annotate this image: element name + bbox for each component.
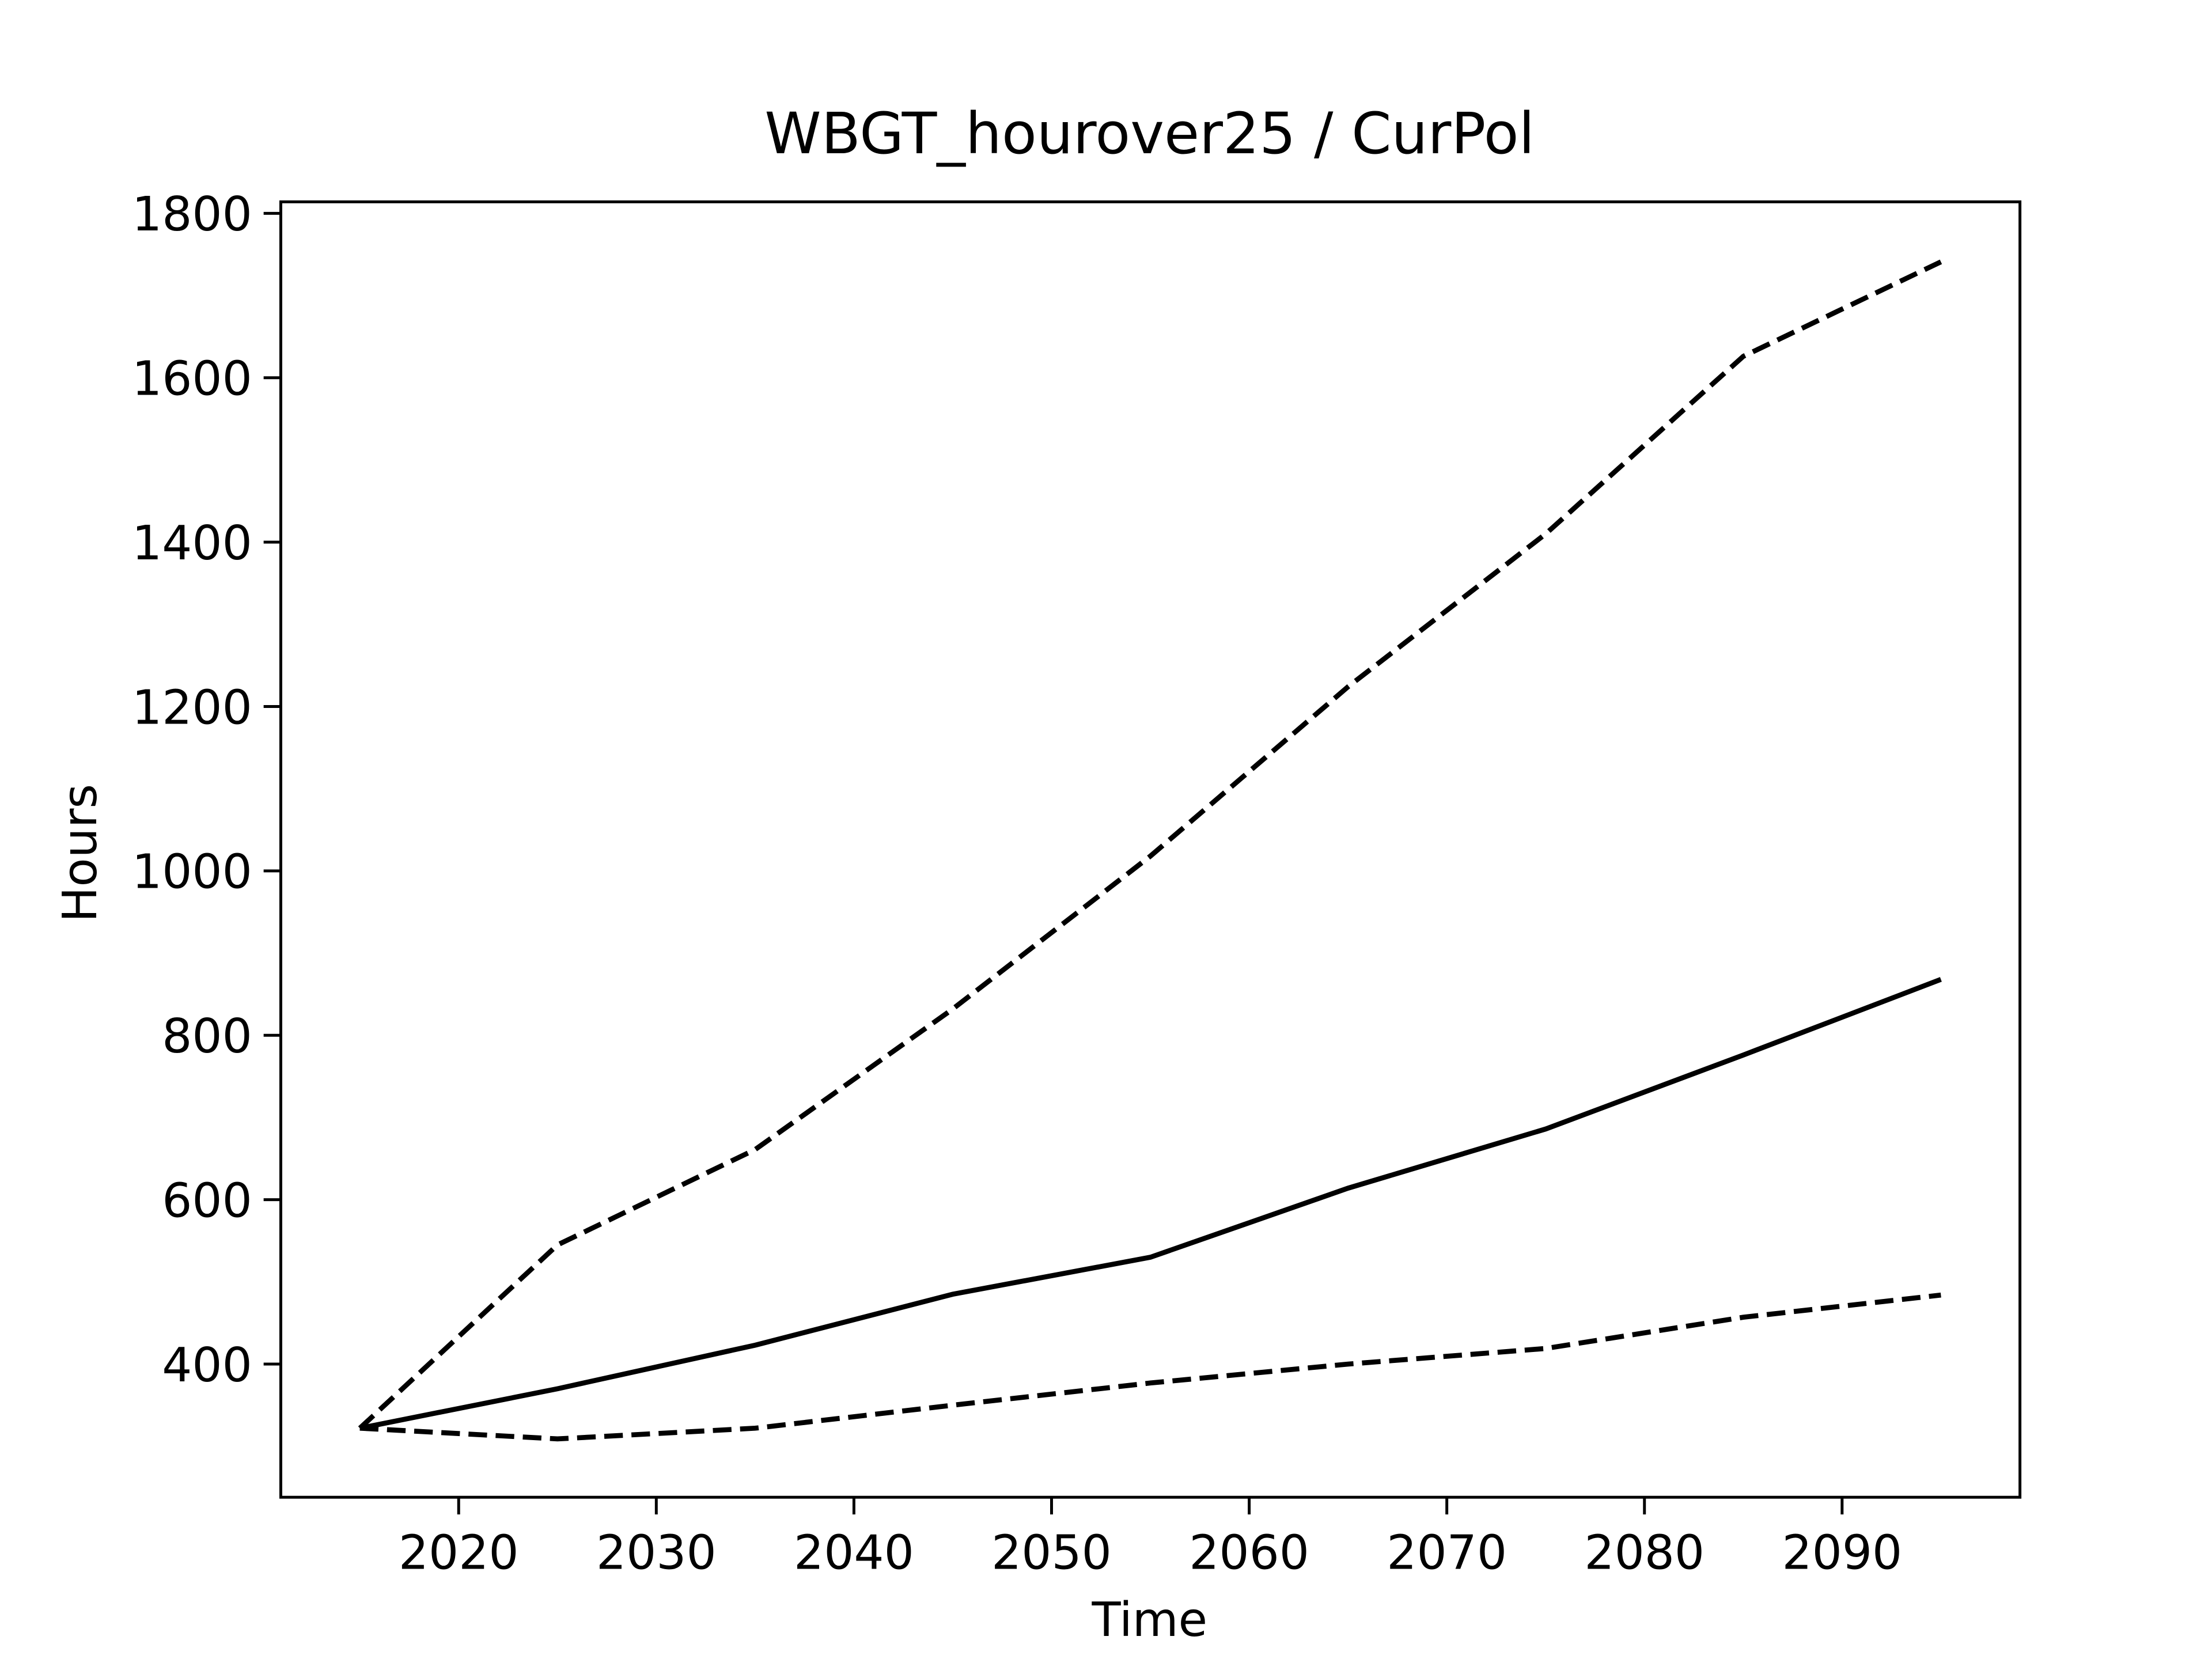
series-line	[358, 259, 1942, 1430]
series-line	[359, 977, 1942, 1431]
x-tick-label: 2040	[794, 1525, 914, 1580]
y-tick-label: 600	[162, 1173, 252, 1228]
chart-title: WBGT_hourover25 / CurPol	[764, 101, 1535, 167]
y-axis-label: Hours	[53, 784, 108, 922]
x-axis-label: Time	[1091, 1593, 1207, 1647]
y-tick-label: 1800	[132, 187, 252, 242]
x-tick-label: 2080	[1584, 1525, 1705, 1580]
x-tick-label: 2020	[399, 1525, 519, 1580]
x-tick-label: 2030	[596, 1525, 717, 1580]
y-tick-label: 1400	[132, 516, 252, 571]
x-tick-label: 2050	[991, 1525, 1112, 1580]
x-tick-label: 2070	[1387, 1525, 1507, 1580]
x-tick-label: 2090	[1782, 1525, 1902, 1580]
y-tick-label: 400	[162, 1338, 252, 1393]
y-tick-label: 1600	[132, 352, 252, 407]
y-tick-label: 800	[162, 1009, 252, 1064]
y-tick-label: 1000	[132, 845, 252, 900]
plot-frame	[279, 200, 2022, 1499]
y-tick-label: 1200	[132, 680, 252, 735]
series-line	[359, 1292, 1941, 1442]
x-tick-label: 2060	[1189, 1525, 1309, 1580]
